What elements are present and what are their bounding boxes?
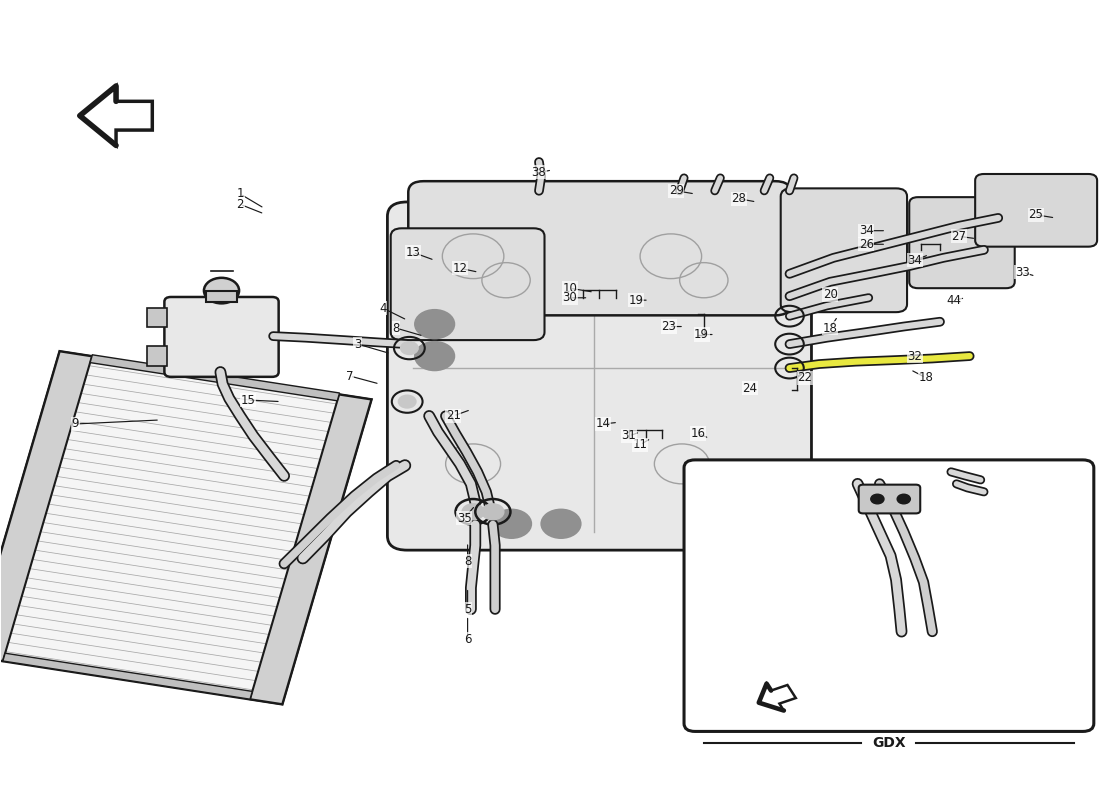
- FancyBboxPatch shape: [390, 228, 544, 340]
- Text: 38: 38: [531, 166, 547, 179]
- Circle shape: [204, 278, 239, 303]
- Text: 14: 14: [595, 418, 610, 430]
- Circle shape: [462, 504, 484, 520]
- Text: since 1985: since 1985: [476, 454, 602, 535]
- FancyBboxPatch shape: [781, 188, 908, 312]
- Text: 30: 30: [562, 291, 578, 304]
- Text: 16: 16: [691, 427, 706, 440]
- Text: GDX: GDX: [872, 737, 905, 750]
- Text: 23: 23: [661, 320, 676, 333]
- Text: 32: 32: [908, 350, 922, 362]
- Text: 15: 15: [241, 394, 255, 406]
- Text: 3: 3: [354, 338, 362, 350]
- Text: 25: 25: [1028, 208, 1043, 222]
- Text: 13: 13: [405, 246, 420, 258]
- Bar: [206, 290, 238, 302]
- Bar: [146, 346, 166, 366]
- Text: 20: 20: [922, 518, 936, 530]
- Text: 7: 7: [346, 370, 354, 382]
- FancyBboxPatch shape: [0, 351, 372, 704]
- Text: 8: 8: [464, 555, 471, 568]
- Text: 20: 20: [823, 288, 837, 301]
- Text: 1: 1: [236, 187, 244, 201]
- FancyBboxPatch shape: [684, 460, 1093, 731]
- Bar: [90, 354, 340, 401]
- Text: 28: 28: [732, 192, 747, 206]
- Text: 24: 24: [742, 382, 758, 394]
- Circle shape: [400, 342, 418, 354]
- Text: 31: 31: [621, 430, 637, 442]
- Circle shape: [415, 342, 454, 370]
- Circle shape: [492, 510, 531, 538]
- Text: 18: 18: [823, 322, 837, 334]
- Text: 35: 35: [456, 512, 472, 525]
- Text: 17: 17: [922, 499, 936, 512]
- Text: 27: 27: [952, 230, 966, 242]
- Polygon shape: [759, 684, 795, 710]
- Text: 33: 33: [1015, 266, 1030, 278]
- FancyBboxPatch shape: [859, 485, 921, 514]
- Text: 11: 11: [632, 438, 648, 451]
- Text: 10: 10: [562, 282, 578, 294]
- Text: 19: 19: [694, 328, 710, 341]
- Bar: [146, 308, 166, 327]
- Circle shape: [415, 310, 454, 338]
- Text: 2: 2: [236, 198, 244, 211]
- Text: 20: 20: [922, 539, 936, 552]
- Text: 44: 44: [947, 294, 961, 306]
- Text: 34: 34: [908, 254, 922, 266]
- Text: 19: 19: [628, 294, 643, 306]
- Text: passionforparts.com: passionforparts.com: [420, 386, 658, 526]
- Text: 6: 6: [464, 633, 472, 646]
- Bar: [0, 351, 92, 661]
- Text: 22: 22: [798, 371, 813, 384]
- Text: 34: 34: [859, 224, 873, 237]
- FancyBboxPatch shape: [387, 202, 812, 550]
- FancyBboxPatch shape: [164, 297, 278, 377]
- Circle shape: [898, 494, 911, 504]
- Text: 26: 26: [859, 238, 873, 250]
- Polygon shape: [80, 86, 152, 146]
- Circle shape: [541, 510, 581, 538]
- Text: 9: 9: [72, 418, 79, 430]
- Circle shape: [871, 494, 884, 504]
- Text: 5: 5: [464, 602, 471, 616]
- Text: 29: 29: [669, 184, 684, 198]
- Bar: [3, 653, 252, 699]
- FancyBboxPatch shape: [910, 197, 1014, 288]
- FancyBboxPatch shape: [976, 174, 1097, 246]
- Text: 4: 4: [379, 302, 387, 314]
- FancyBboxPatch shape: [408, 181, 791, 315]
- Circle shape: [482, 504, 504, 520]
- Text: 18: 18: [918, 371, 933, 384]
- Circle shape: [398, 395, 416, 408]
- Text: 12: 12: [452, 262, 468, 274]
- Text: 21: 21: [446, 410, 461, 422]
- Text: 8: 8: [393, 322, 400, 334]
- Bar: [250, 394, 372, 704]
